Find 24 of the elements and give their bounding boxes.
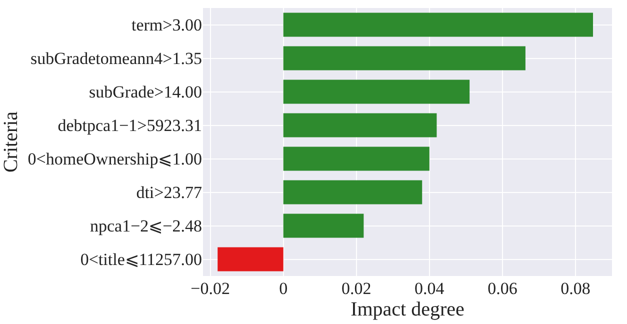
x-axis-title: Impact degree (350, 298, 465, 320)
bar (283, 12, 594, 37)
y-tick-label: dti>23.77 (136, 183, 202, 202)
x-tick-label: −0.02 (190, 279, 230, 298)
y-tick-label: subGrade>14.00 (89, 82, 202, 102)
y-tick-label: subGradetomeann4>1.35 (30, 49, 202, 68)
y-tick-label: debtpca1−1>5923.31 (58, 116, 202, 136)
x-tick-label: 0.04 (414, 279, 445, 298)
bar (283, 180, 422, 204)
x-tick-label: 0.02 (342, 279, 372, 298)
y-tick-label: term>3.00 (132, 16, 202, 35)
x-tick-label: 0.08 (560, 279, 590, 298)
bar (283, 146, 430, 171)
x-tick-label: 0.06 (488, 279, 518, 298)
y-tick-label: 0<title⩽11257.00 (80, 250, 202, 270)
bar (283, 214, 364, 238)
bar (283, 46, 526, 70)
bar (283, 113, 437, 138)
x-tick-label: 0 (279, 279, 288, 298)
y-axis-title: Criteria (0, 111, 22, 173)
bar (218, 247, 284, 272)
bar (283, 80, 470, 104)
y-tick-label: npca1−2⩽−2.48 (90, 216, 202, 236)
y-tick-label: 0<homeOwnership⩽1.00 (28, 150, 202, 169)
